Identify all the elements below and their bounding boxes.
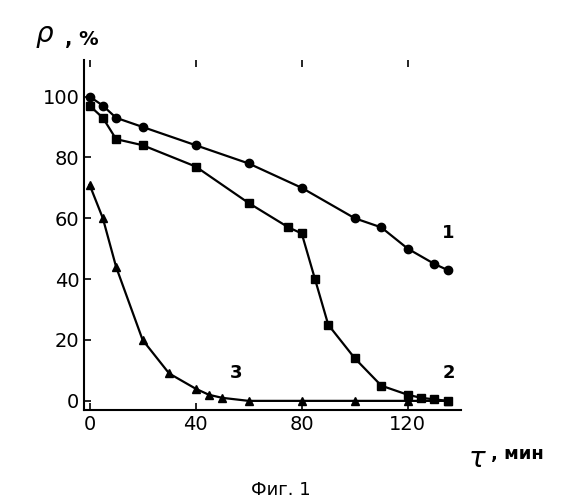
Text: , мин: , мин (491, 445, 543, 463)
Text: $\rho$: $\rho$ (35, 22, 55, 50)
Text: $\tau$: $\tau$ (468, 445, 487, 473)
Text: Фиг. 1: Фиг. 1 (251, 481, 311, 499)
Text: 3: 3 (230, 364, 243, 382)
Text: 1: 1 (442, 224, 455, 242)
Text: 2: 2 (442, 364, 455, 382)
Text: , %: , % (65, 30, 99, 50)
